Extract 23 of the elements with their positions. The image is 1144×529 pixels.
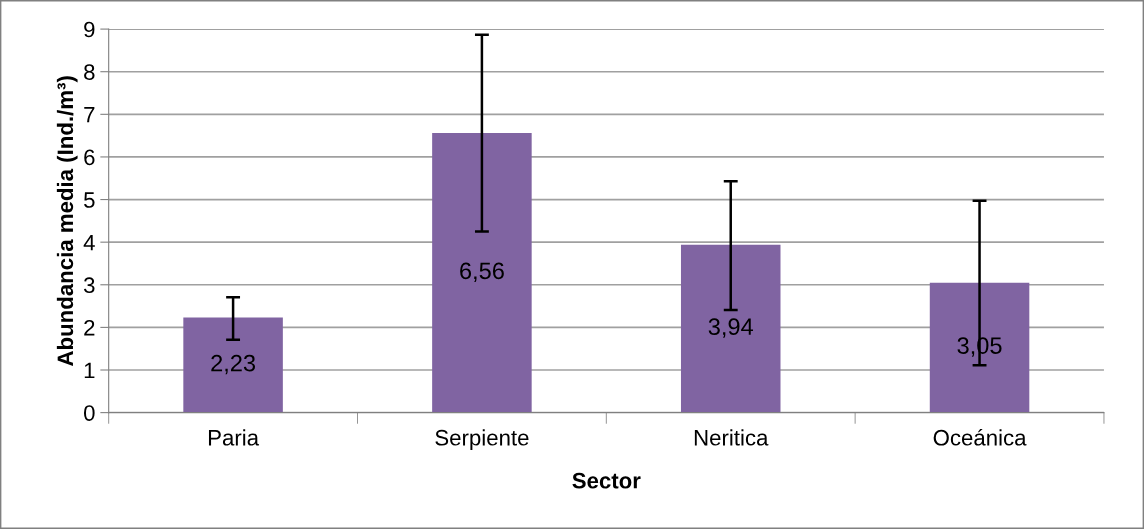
y-tick-label: 5: [84, 192, 95, 208]
y-tick-label: 3: [83, 277, 95, 294]
bar: [183, 317, 283, 413]
y-tick-label: 0: [84, 405, 95, 421]
bar: [929, 282, 1030, 413]
y-tick-label: 6: [84, 149, 95, 166]
y-tick-label: 9: [84, 21, 95, 38]
y-tick-label: 1: [84, 362, 95, 379]
x-axis-title: Sector: [572, 472, 641, 489]
x-tick-label: Paria: [208, 429, 260, 446]
y-tick-label: 8: [84, 64, 95, 80]
x-tick-label: Oceánica: [933, 429, 1027, 446]
data-label: 2,23: [211, 354, 256, 375]
bar: [432, 133, 532, 413]
x-tick-label: Serpiente: [435, 429, 529, 450]
x-tick-label: Neritica: [694, 429, 769, 446]
bar: [680, 244, 781, 413]
y-tick-label: 4: [83, 234, 95, 251]
y-axis-title: Abundancia media (Ind./m³): [56, 76, 78, 366]
y-tick-label: 7: [84, 107, 95, 123]
data-label: 6,56: [460, 262, 504, 282]
data-label: 3,94: [708, 318, 754, 338]
y-tick-label: 2: [84, 319, 95, 336]
